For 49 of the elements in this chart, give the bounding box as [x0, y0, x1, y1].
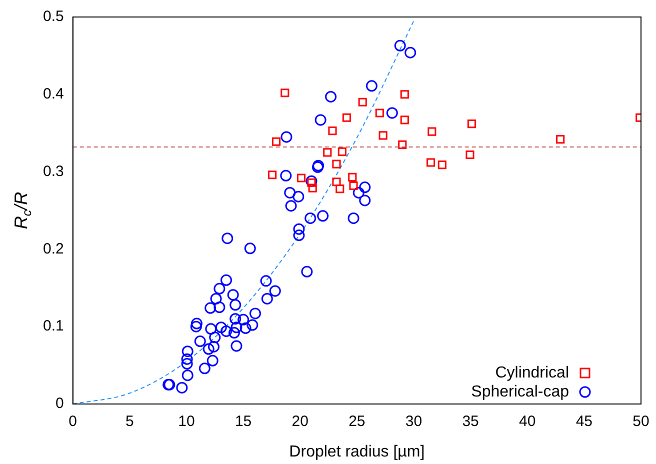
- y-tick-label: 0.5: [42, 8, 64, 26]
- x-tick-label: 20: [292, 413, 308, 430]
- point: [280, 88, 290, 98]
- point: [272, 137, 281, 146]
- x-tick-label: 45: [576, 413, 593, 430]
- point: [398, 140, 407, 149]
- point: [375, 108, 384, 118]
- y-tick-label: 0.3: [42, 162, 64, 180]
- x-tick-label: 10: [178, 413, 195, 430]
- point: [268, 170, 277, 180]
- point: [348, 172, 357, 182]
- point: [342, 113, 351, 122]
- x-tick-label: 0: [68, 413, 78, 430]
- x-tick-label: 35: [462, 413, 479, 430]
- line-series: [72, 20, 414, 404]
- y-axis-title: Rc/R: [11, 192, 34, 230]
- point: [358, 98, 367, 106]
- point: [328, 126, 337, 136]
- y-tick-label: 0.1: [42, 318, 64, 335]
- point: [336, 184, 344, 194]
- point: [438, 160, 446, 170]
- point: [426, 158, 436, 167]
- point: [338, 147, 346, 156]
- point: [466, 150, 474, 160]
- point: [378, 131, 388, 140]
- point: [428, 127, 436, 136]
- point: [332, 178, 341, 186]
- point: [349, 181, 358, 190]
- point: [400, 116, 409, 124]
- x-tick-label: 15: [234, 413, 252, 430]
- legend-label: Cylindrical: [495, 364, 569, 382]
- point: [400, 90, 409, 99]
- point: [332, 160, 341, 168]
- x-tick-label: 25: [348, 413, 366, 430]
- point: [308, 184, 317, 192]
- point: [467, 120, 476, 128]
- y-tick-label: 0.4: [42, 86, 64, 103]
- y-tick-label: 0.2: [42, 240, 64, 258]
- x-axis-title: Droplet radius [µm]: [289, 443, 425, 460]
- point: [556, 135, 565, 144]
- y-tick-label: 0: [56, 395, 64, 412]
- x-tick-label: 5: [125, 413, 134, 430]
- point: [296, 174, 306, 182]
- point: [307, 178, 316, 187]
- legend-label: Spherical-cap: [471, 383, 570, 400]
- x-tick-label: 50: [632, 413, 650, 430]
- x-tick-label: 30: [405, 413, 422, 430]
- x-tick-label: 40: [519, 413, 536, 430]
- point: [323, 148, 332, 157]
